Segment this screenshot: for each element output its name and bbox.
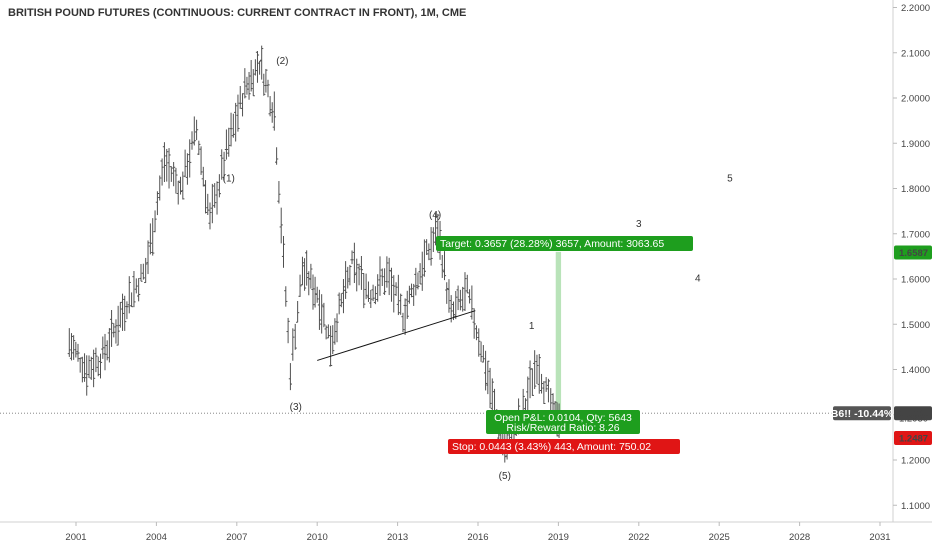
trendline — [317, 310, 476, 361]
price-tag-box — [894, 430, 932, 445]
wave-label: (2) — [276, 56, 288, 67]
y-tick-label: 1.5000 — [901, 320, 930, 331]
chart-title: BRITISH POUND FUTURES (CONTINUOUS: CURRE… — [8, 7, 466, 19]
target-zone — [555, 251, 562, 420]
stop-label-text: Stop: 0.0443 (3.43%) 443, Amount: 750.02 — [452, 441, 651, 453]
x-tick-label: 2007 — [226, 532, 247, 543]
rr-label-text: Risk/Reward Ratio: 8.26 — [506, 422, 619, 434]
stop-label-box — [448, 439, 680, 454]
y-tick-label: 1.9000 — [901, 139, 930, 150]
target-label-text: Target: 0.3657 (28.28%) 3657, Amount: 30… — [440, 238, 664, 250]
x-tick-label: 2022 — [628, 532, 649, 543]
x-tick-label: 2031 — [869, 532, 890, 543]
symbol-tag — [833, 406, 891, 421]
y-tick-label: 1.6000 — [901, 275, 930, 286]
pnl-label-text: Open P&L: 0.0104, Qty: 5643 — [494, 412, 632, 424]
price-tag-box — [894, 406, 932, 421]
price-tag-label: 1.3034 — [899, 409, 929, 420]
y-tick-label: 2.2000 — [901, 3, 930, 14]
wave-label: (4) — [429, 210, 441, 221]
wave-label: (3) — [290, 402, 302, 413]
price-tag-label: 1.2930 — [899, 413, 928, 424]
x-tick-label: 2016 — [467, 532, 488, 543]
y-tick-label: 1.8000 — [901, 184, 930, 195]
wave-label: (1) — [223, 174, 235, 185]
pnl-box — [486, 410, 640, 434]
wave-label: 3 — [636, 219, 642, 230]
symbol-tag-text: B6!! -10.44% — [831, 408, 894, 420]
y-tick-label: 2.0000 — [901, 94, 930, 105]
y-tick-label: 1.4000 — [901, 365, 930, 376]
wave-label: 1 — [529, 321, 535, 332]
y-tick-label: 1.2000 — [901, 456, 930, 467]
x-tick-label: 2010 — [307, 532, 328, 543]
x-tick-label: 2004 — [146, 532, 167, 543]
y-tick-label: 2.1000 — [901, 48, 930, 59]
price-tag-label: 1.2487 — [899, 433, 928, 444]
wave-label: 5 — [727, 174, 733, 185]
y-tick-label: 1.7000 — [901, 229, 930, 240]
x-tick-label: 2028 — [789, 532, 810, 543]
x-tick-label: 2013 — [387, 532, 408, 543]
x-tick-label: 2025 — [709, 532, 730, 543]
x-tick-label: 2019 — [548, 532, 569, 543]
wave-label: (5) — [499, 471, 511, 482]
wave-label: 4 — [695, 273, 701, 284]
price-tag-label: 1.6587 — [899, 248, 928, 259]
price-tag-box — [894, 245, 932, 260]
target-label-box — [436, 236, 693, 251]
y-tick-label: 1.1000 — [901, 501, 930, 512]
x-tick-label: 2001 — [65, 532, 86, 543]
